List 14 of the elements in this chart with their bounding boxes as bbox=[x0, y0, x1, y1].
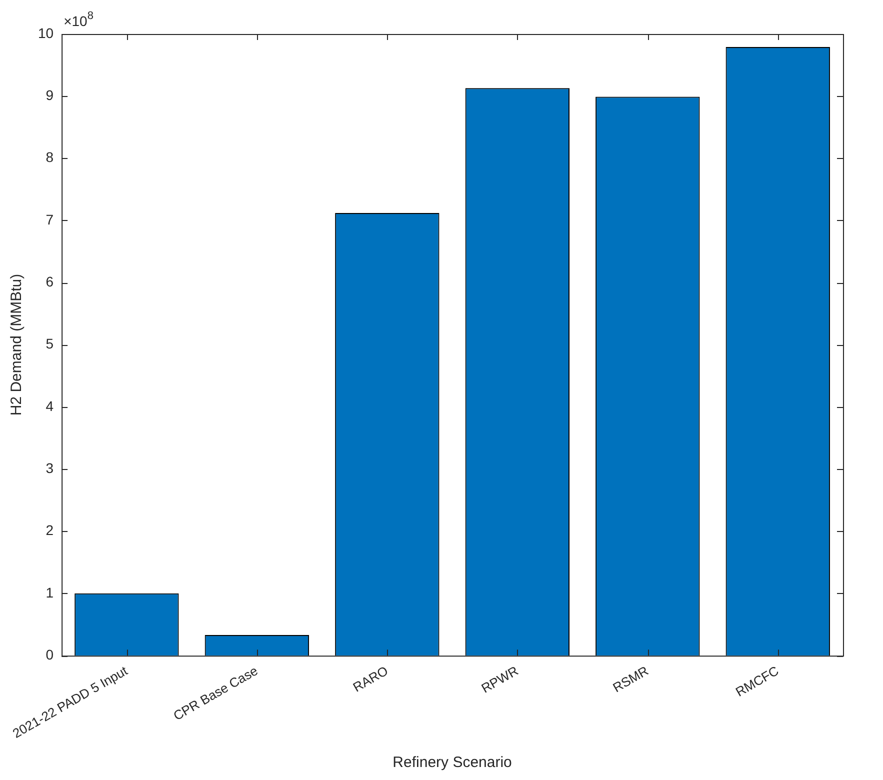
y-tick-label: 5 bbox=[46, 336, 54, 352]
y-tick-label: 6 bbox=[46, 273, 54, 290]
y-tick-label: 8 bbox=[46, 149, 54, 166]
y-tick-label: 3 bbox=[46, 460, 54, 476]
y-tick-label: 7 bbox=[46, 211, 54, 228]
x-tick-label: CPR Base Case bbox=[170, 663, 260, 724]
y-tick-label: 10 bbox=[38, 24, 54, 41]
y-axis-title: H2 Demand (MMBtu) bbox=[8, 274, 26, 416]
y-tick-label: 0 bbox=[46, 646, 54, 662]
y-tick-label: 9 bbox=[46, 87, 54, 104]
x-axis-title: Refinery Scenario bbox=[392, 754, 512, 772]
y-tick-label: 1 bbox=[46, 584, 54, 600]
y-tick-label: 4 bbox=[46, 398, 54, 414]
y-tick-label: 2 bbox=[46, 522, 54, 538]
